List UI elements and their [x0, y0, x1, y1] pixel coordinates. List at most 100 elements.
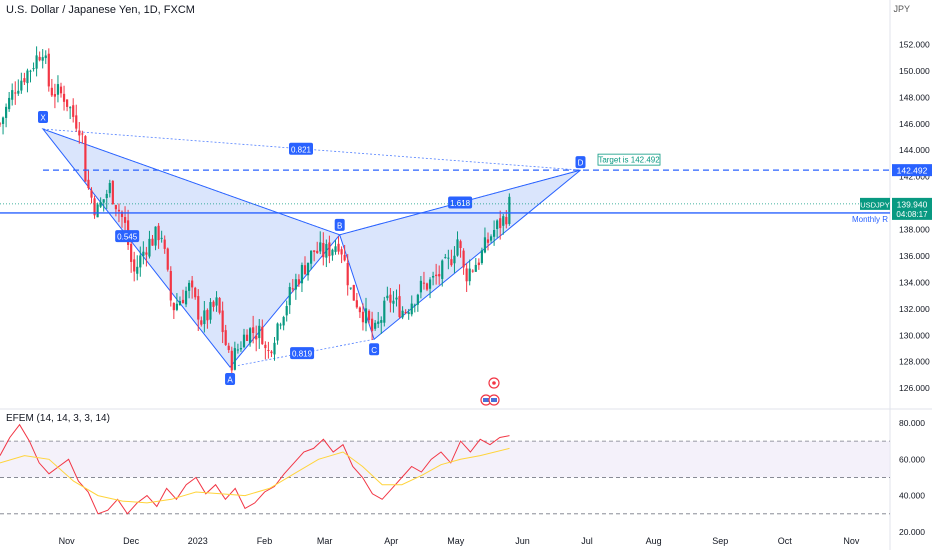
ratio-label: 0.819	[290, 347, 315, 360]
candle-body	[404, 312, 407, 314]
symbol-badge	[860, 197, 890, 210]
candle-body	[416, 294, 419, 305]
candle-body	[444, 257, 447, 259]
candle-body	[221, 310, 224, 333]
candle-body	[483, 237, 487, 253]
time-tick-label: Mar	[317, 536, 333, 546]
candle-body	[20, 80, 23, 91]
candle-body	[367, 310, 371, 321]
candle-body	[249, 328, 252, 344]
candle-body	[194, 287, 197, 298]
candle-body	[310, 250, 313, 264]
candle-body	[93, 198, 96, 216]
candle-body	[316, 250, 319, 253]
ratio-label: 1.618	[448, 196, 473, 209]
candle-body	[291, 288, 294, 290]
candle-body	[23, 78, 26, 83]
candle-body	[111, 180, 114, 205]
candle-body	[502, 216, 505, 226]
candle-body	[160, 237, 163, 239]
candle-body	[422, 282, 426, 284]
candle-body	[474, 264, 477, 272]
time-tick-label: Dec	[123, 536, 140, 546]
candle-body	[233, 348, 236, 370]
candle-body	[334, 246, 337, 252]
ratio-label: 0.545	[115, 230, 140, 243]
candle-body	[212, 301, 215, 307]
time-tick-label: Aug	[646, 536, 662, 546]
candle-body	[340, 249, 343, 255]
candle-body	[56, 84, 60, 95]
event-icons	[480, 377, 500, 406]
candle-body	[264, 344, 267, 349]
candle-body	[133, 259, 136, 272]
candle-body	[227, 345, 230, 351]
candle-body	[303, 265, 307, 275]
candle-body	[188, 282, 191, 291]
candle-body	[322, 242, 325, 258]
pattern-ratio-line	[42, 128, 340, 236]
candle-body	[325, 244, 328, 258]
candle-body	[508, 196, 511, 224]
flag-icon	[491, 398, 497, 402]
harmonic-pattern	[41, 127, 581, 368]
candle-body	[395, 297, 398, 300]
candle-body	[32, 68, 35, 70]
candle-body	[200, 320, 203, 325]
candle-body	[282, 317, 285, 326]
candle-body	[465, 268, 468, 282]
candle-body	[441, 260, 444, 279]
candle-body	[136, 266, 139, 274]
indicator-tick-label: 60.000	[899, 454, 925, 464]
candle-body	[99, 202, 102, 207]
point-badge	[38, 111, 48, 124]
candle-body	[331, 249, 334, 256]
candle-body	[410, 303, 413, 315]
candle-body	[242, 334, 246, 348]
candle-body	[145, 252, 148, 255]
time-tick-label: Jul	[581, 536, 593, 546]
candle-body	[453, 255, 456, 264]
candle-body	[468, 268, 471, 282]
ratio-badge	[448, 196, 473, 209]
point-letter: B	[337, 221, 342, 230]
candle-body	[172, 302, 175, 311]
candle-body	[407, 312, 410, 315]
candle-body	[29, 70, 32, 72]
pattern-triangle-xab	[41, 127, 341, 368]
candle-body	[215, 297, 218, 306]
candle-body	[230, 350, 233, 371]
time-tick-label: Feb	[257, 536, 273, 546]
current-price-badge	[892, 197, 932, 220]
pattern-point-c: C	[369, 343, 380, 356]
price-tick-label: 148.000	[899, 92, 930, 102]
time-tick-label: Jun	[515, 536, 530, 546]
indicator-pane: 20.000 40.000 60.000 80.000	[0, 418, 925, 537]
point-badge	[369, 343, 380, 356]
price-tick-label: 144.000	[899, 145, 930, 155]
candle-body	[1, 117, 5, 124]
candle-body	[413, 304, 416, 306]
indicator-tick-label: 40.000	[899, 491, 925, 501]
candle-body	[96, 204, 99, 218]
candle-body	[236, 349, 239, 351]
price-tick-label: 128.000	[899, 357, 930, 367]
candle-body	[44, 55, 47, 59]
candle-body	[108, 183, 111, 194]
price-tick-label: 138.000	[899, 225, 930, 235]
candle-body	[166, 248, 169, 270]
candle-body	[154, 226, 157, 246]
annotations: X A B C D 0.545 0.819 1.618 0.821 Target is 142.4…	[0, 111, 890, 406]
candle-body	[53, 94, 56, 97]
candle-body	[169, 270, 172, 301]
candle-body	[471, 270, 474, 272]
candle-body	[123, 217, 127, 223]
candle-body	[90, 190, 93, 198]
time-tick-label: Sep	[712, 536, 728, 546]
candle-body	[191, 280, 194, 288]
candle-body	[489, 236, 493, 241]
ratio-label: 0.821	[289, 142, 313, 155]
